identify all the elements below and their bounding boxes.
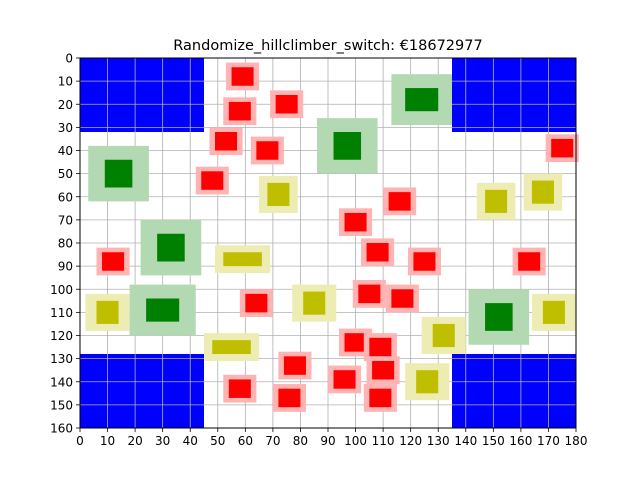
y-tick-label: 100: [50, 283, 73, 297]
y-tick-label: 90: [58, 260, 73, 274]
red-item-core: [518, 252, 541, 271]
green-item-core: [146, 298, 180, 322]
chart-title: Randomize_hillclimber_switch: €18672977: [173, 38, 482, 54]
red-item-core: [344, 212, 367, 232]
y-tick-label: 60: [58, 190, 73, 204]
red-item-core: [215, 132, 238, 151]
green-item-core: [157, 233, 185, 262]
x-tick-label: 60: [238, 434, 253, 448]
y-tick-label: 140: [50, 375, 73, 389]
red-item-core: [278, 388, 301, 408]
x-tick-label: 140: [454, 434, 477, 448]
yellow-item-core: [267, 182, 290, 206]
yellow-item-core: [416, 370, 439, 394]
yellow-item-core: [212, 340, 251, 354]
red-item-core: [245, 293, 268, 313]
green-item-core: [405, 88, 439, 112]
yellow-item-core: [485, 189, 508, 213]
red-item-core: [231, 67, 254, 86]
y-tick-label: 40: [58, 144, 73, 158]
yellow-item-core: [531, 180, 554, 204]
y-tick-label: 30: [58, 121, 73, 135]
green-item-core: [485, 303, 513, 331]
yellow-item-core: [96, 300, 119, 324]
x-tick-label: 90: [320, 434, 335, 448]
y-tick-label: 160: [50, 422, 73, 436]
x-tick-label: 30: [155, 434, 170, 448]
x-tick-label: 150: [482, 434, 505, 448]
red-item-core: [256, 141, 279, 160]
x-tick-label: 20: [127, 434, 142, 448]
red-item-core: [228, 379, 251, 398]
x-tick-label: 130: [427, 434, 450, 448]
red-item-core: [228, 101, 251, 121]
red-item-core: [283, 356, 306, 375]
y-tick-label: 10: [58, 75, 73, 89]
x-tick-label: 180: [565, 434, 588, 448]
y-tick-label: 70: [58, 213, 73, 227]
x-tick-label: 120: [399, 434, 422, 448]
red-item-core: [369, 337, 392, 357]
red-item-core: [344, 333, 367, 352]
y-tick-label: 0: [65, 52, 73, 66]
x-tick-label: 80: [293, 434, 308, 448]
zone-rect: [452, 58, 576, 132]
yellow-item-core: [223, 252, 262, 267]
x-tick-label: 70: [265, 434, 280, 448]
yellow-item-core: [303, 291, 326, 315]
plot-area: 0 10 20 30 40 50 60 70 80 90 100 110 120 130 140 150 160…: [50, 52, 587, 449]
green-item-core: [333, 132, 362, 160]
x-tick-label: 50: [210, 434, 225, 448]
y-tick-label: 50: [58, 167, 73, 181]
zone-rect: [80, 354, 204, 428]
x-tick-label: 10: [100, 434, 115, 448]
y-tick-label: 20: [58, 98, 73, 112]
x-tick-label: 100: [344, 434, 367, 448]
y-tick-label: 80: [58, 237, 73, 251]
red-item-core: [333, 370, 356, 389]
red-item-core: [275, 95, 298, 114]
yellow-item-core: [432, 323, 455, 348]
y-tick-label: 130: [50, 352, 73, 366]
yellow-item-core: [542, 300, 565, 324]
x-tick-label: 110: [372, 434, 395, 448]
y-tick-label: 120: [50, 329, 73, 343]
x-tick-label: 170: [537, 434, 560, 448]
x-tick-label: 160: [509, 434, 532, 448]
red-item-core: [201, 171, 224, 190]
red-item-core: [369, 388, 392, 408]
zone-rect: [80, 58, 204, 132]
red-item-core: [391, 289, 414, 308]
green-item-core: [104, 159, 133, 188]
y-tick-label: 110: [50, 306, 73, 320]
x-tick-label: 40: [183, 434, 198, 448]
red-item-core: [366, 243, 389, 262]
red-item-core: [102, 252, 125, 271]
red-item-core: [413, 252, 436, 271]
red-item-core: [551, 138, 574, 158]
red-item-core: [388, 192, 411, 211]
y-tick-label: 150: [50, 398, 73, 412]
x-tick-label: 0: [76, 434, 84, 448]
red-item-core: [372, 360, 395, 380]
red-item-core: [358, 284, 381, 304]
zone-rect: [452, 354, 576, 428]
